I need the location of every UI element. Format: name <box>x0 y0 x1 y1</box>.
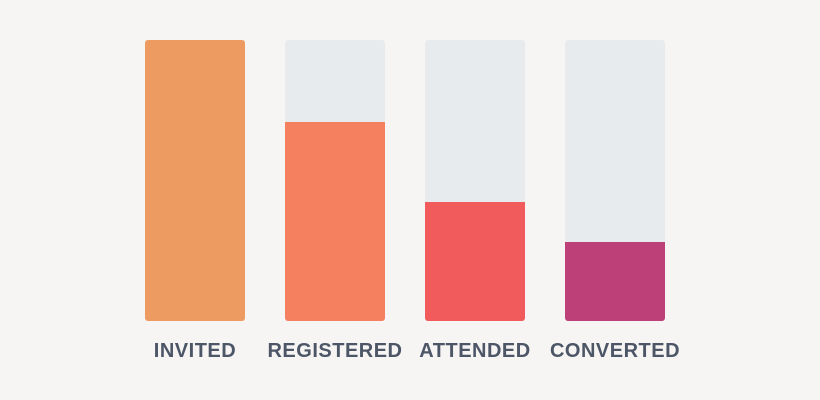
axis-label-registered: REGISTERED <box>267 340 403 362</box>
bar-fill-converted <box>565 242 665 321</box>
bar-track-registered <box>285 40 385 321</box>
funnel-chart: INVITED REGISTERED ATTENDED CONVERTED <box>145 40 680 363</box>
axis-label-converted: CONVERTED <box>549 340 681 362</box>
bar-track-attended <box>425 40 525 321</box>
bar-column-invited: INVITED <box>145 40 245 363</box>
bar-track-invited <box>145 40 245 321</box>
bar-track-converted <box>565 40 665 321</box>
axis-label-invited: INVITED <box>153 340 237 362</box>
bar-fill-invited <box>145 40 245 321</box>
axis-label-attended: ATTENDED <box>419 340 531 362</box>
bar-fill-registered <box>285 121 385 321</box>
bar-fill-attended <box>425 201 525 321</box>
bar-column-attended: ATTENDED <box>419 40 530 363</box>
bar-column-converted: CONVERTED <box>550 40 680 363</box>
bar-column-registered: REGISTERED <box>267 40 402 363</box>
